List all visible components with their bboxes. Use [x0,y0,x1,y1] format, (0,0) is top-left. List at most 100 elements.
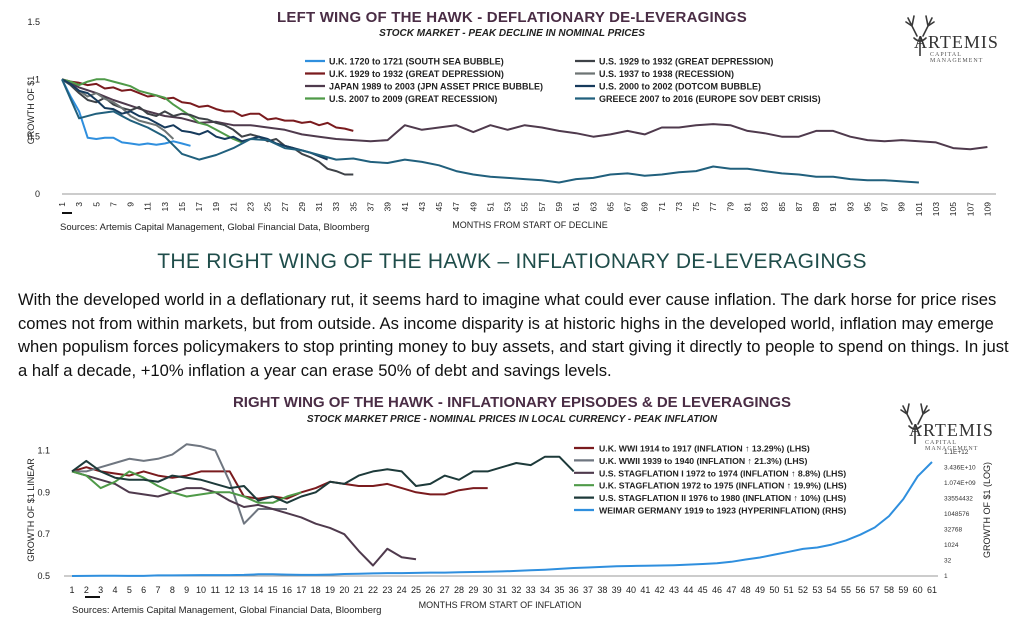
chart2-right-tick: 32768 [944,527,962,534]
stag-icon [905,15,935,56]
chart2-xtick: 7 [155,585,160,595]
chart2-xtick: 32 [511,585,521,595]
chart2-xtick: 9 [184,585,189,595]
chart1-series-line [61,78,988,151]
chart2-series-line [71,461,933,577]
chart1-ylabel: GROWTH OF $1 [26,76,36,145]
chart2-ytick: 0.9 [37,487,50,497]
chart1-xtick: 51 [485,202,495,212]
chart1-xtick: 91 [828,202,838,212]
chart1-xtick: 39 [383,202,393,212]
chart2-right-tick: 1048576 [944,511,970,518]
chart1-xtick: 81 [743,202,753,212]
chart2-legend-label: WEIMAR GERMANY 1919 to 1923 (HYPERINFLAT… [599,506,846,516]
chart2-xtick: 59 [898,585,908,595]
chart1-xtick: 53 [503,202,513,212]
chart2-xtick: 46 [712,585,722,595]
chart1-xtick: 105 [948,202,958,216]
chart2-right-tick: 32 [944,558,952,565]
chart2-right-tick: 33554432 [944,496,973,503]
chart1-xtick: 29 [297,202,307,212]
chart1-series-line [61,78,919,184]
section-body: With the developed world in a deflationa… [18,290,1009,380]
chart1-xtick: 17 [194,202,204,212]
chart1-title: LEFT WING OF THE HAWK - DEFLATIONARY DE-… [277,9,747,26]
chart2-xtick: 39 [612,585,622,595]
chart1-xtick: 11 [143,202,153,211]
chart1-xtick: 101 [914,202,924,216]
chart1-ytick: 0.5 [27,132,40,142]
chart1-xtick: 3 [74,202,84,207]
chart2-xtick: 16 [282,585,292,595]
chart1-xtick: 93 [845,202,855,212]
chart2-right-tick: 1024 [944,542,959,549]
chart2-ytick: 0.5 [37,571,50,581]
chart1-legend-label: U.S. 2000 to 2002 (DOTCOM BUBBLE) [599,82,761,92]
chart1-deflationary: 00.511.51 3 5 7 9 11 13 15 17 19 21 23 25 27 29 31 33 35 3… [26,17,996,230]
chart2-xtick: 60 [913,585,923,595]
chart2-xtick: 49 [755,585,765,595]
chart2-xtick: 40 [626,585,636,595]
chart2-xtick: 4 [112,585,117,595]
chart1-xtick: 59 [554,202,564,212]
chart2-xtick: 36 [569,585,579,595]
chart1-xtick: 71 [657,202,667,212]
chart2-xtick: 6 [141,585,146,595]
chart1-xtick: 109 [982,202,992,216]
chart1-series-line [61,78,354,176]
chart2-xtick: 58 [884,585,894,595]
chart2-xtick: 37 [583,585,593,595]
chart2-right-tick: 1.1E+12 [944,449,969,456]
chart1-ytick: 1.5 [27,17,40,27]
chart1-legend-label: GREECE 2007 to 2016 (EUROPE SOV DEBT CRI… [599,94,821,104]
chart2-xtick: 29 [468,585,478,595]
chart2-xtick: 55 [841,585,851,595]
chart1-legend-label: JAPAN 1989 to 2003 (JPN ASSET PRICE BUBB… [329,82,543,92]
chart2-xtick: 41 [640,585,650,595]
chart2-xtick: 15 [268,585,278,595]
chart2-xtick: 52 [798,585,808,595]
chart2-xtick: 50 [769,585,779,595]
chart1-series-line [61,78,328,161]
chart1-xtick: 67 [623,202,633,212]
chart2-xtick: 21 [354,585,364,595]
chart1-xtick: 61 [571,202,581,212]
chart1-xtick: 63 [588,202,598,212]
chart1-xtick: 75 [691,202,701,212]
artemis-logo-bottom: ARTEMIS CAPITAL MANAGEMENT [895,400,1007,452]
chart2-series-line [71,470,417,567]
chart2-xtick: 10 [196,585,206,595]
chart2-xtick: 12 [225,585,235,595]
chart2-xtick: 35 [554,585,564,595]
chart1-xtick: 15 [177,202,187,212]
chart1-xtick: 83 [760,202,770,212]
chart2-series-line [71,466,488,500]
chart1-xtick: 85 [777,202,787,212]
chart1-xtick: 1 [57,202,67,207]
chart2-xtick: 48 [741,585,751,595]
chart2-xtick: 42 [655,585,665,595]
chart2-xtick: 57 [870,585,880,595]
chart2-xtick: 47 [726,585,736,595]
chart1-xtick: 9 [126,202,136,207]
chart2-xtick: 23 [382,585,392,595]
chart2-xtick: 33 [526,585,536,595]
chart2-xtick: 25 [411,585,421,595]
chart2-xtick: 38 [597,585,607,595]
chart1-xtick: 33 [331,202,341,212]
chart1-xtick: 45 [434,202,444,212]
chart1-xtick: 99 [897,202,907,212]
chart1-ytick: 1 [35,74,40,84]
chart1-legend-label: U.S. 2007 to 2009 (GREAT RECESSION) [329,94,497,104]
chart2-xtick: 2 [84,585,89,595]
chart2-xtick: 56 [855,585,865,595]
chart2-xtick: 5 [127,585,132,595]
chart2-title: RIGHT WING OF THE HAWK - INFLATIONARY EP… [232,394,792,411]
chart1-xtick: 25 [263,202,273,212]
chart1-xtick: 57 [537,202,547,212]
chart2-legend-label: U.K. WWII 1939 to 1940 (INFLATION ↑ 21.3… [599,456,807,466]
chart1-xtick: 69 [640,202,650,212]
chart2-xlabel: MONTHS FROM START OF INFLATION [419,600,582,610]
chart2-xtick: 31 [497,585,507,595]
chart2-legend-label: U.K. STAGFLATION 1972 to 1975 (INFLATION… [599,481,847,491]
